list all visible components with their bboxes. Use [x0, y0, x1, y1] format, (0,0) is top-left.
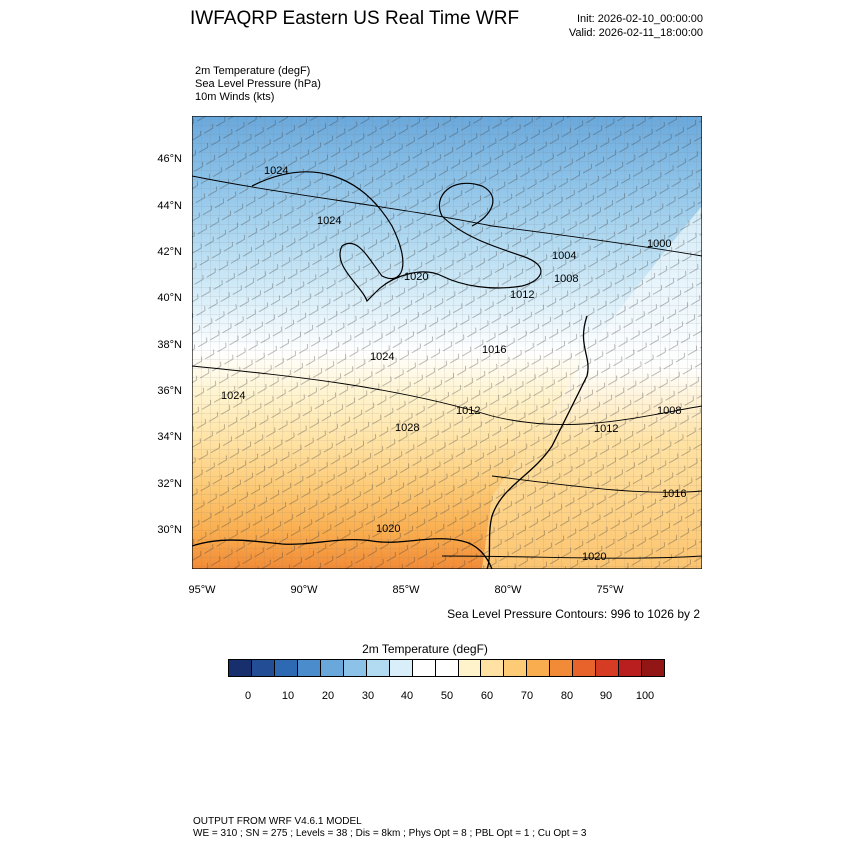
- isobar: [441, 555, 702, 559]
- colorbar-tick: 50: [440, 690, 454, 702]
- colorbar-box: [550, 660, 574, 676]
- colorbar-tick: 30: [361, 690, 375, 702]
- isobar-label: 1024: [370, 351, 394, 363]
- colorbar-tick: 20: [321, 690, 335, 702]
- valid-time: Valid: 2026-02-11_18:00:00: [568, 27, 703, 39]
- lat-label: 30°N: [157, 524, 182, 536]
- gulf-coastline: [192, 538, 493, 569]
- colorbar-tick: 80: [560, 690, 574, 702]
- east-coastline: [486, 315, 589, 569]
- colorbar-tick: 90: [599, 690, 613, 702]
- isobar-label: 1020: [404, 271, 428, 283]
- colorbar-box: [229, 660, 252, 676]
- lat-label: 46°N: [157, 153, 182, 165]
- isobar-label: 1020: [376, 523, 400, 535]
- slp-contour-note: Sea Level Pressure Contours: 996 to 1026…: [447, 607, 700, 621]
- lat-label: 40°N: [157, 292, 182, 304]
- wind-barbs: [192, 116, 702, 569]
- isobar-label: 1008: [554, 273, 578, 285]
- colorbar-tick: 40: [400, 690, 414, 702]
- isobar-label: 1024: [317, 215, 341, 227]
- lat-label: 42°N: [157, 246, 182, 258]
- isobar-label: 1024: [221, 390, 245, 402]
- colorbar-box: [642, 660, 665, 676]
- colorbar-box: [412, 660, 436, 676]
- isobar-label: 1024: [264, 165, 288, 177]
- isobar-label: 1020: [582, 551, 606, 563]
- isobar: [192, 175, 702, 257]
- lon-label: 75°W: [596, 584, 624, 596]
- temperature-map: 1024 1024 1020 1004 1000 1008 1012 1024 …: [192, 116, 702, 569]
- colorbar-box: [297, 660, 321, 676]
- colorbar-box: [596, 660, 620, 676]
- isobar-label: 1012: [594, 423, 618, 435]
- colorbar: [228, 659, 665, 677]
- lat-label: 38°N: [157, 339, 182, 351]
- colorbar-box: [366, 660, 390, 676]
- great-lakes-outline: [251, 171, 542, 303]
- isobar: [192, 365, 702, 425]
- colorbar-tick: 70: [520, 690, 534, 702]
- lat-label: 32°N: [157, 478, 182, 490]
- colorbar-tick: 0: [244, 690, 252, 702]
- colorbar-tick: 100: [635, 690, 655, 702]
- colorbar-box: [343, 660, 367, 676]
- lat-label: 34°N: [157, 431, 182, 443]
- lon-label: 80°W: [494, 584, 522, 596]
- lon-label: 85°W: [392, 584, 420, 596]
- lon-label: 95°W: [188, 584, 216, 596]
- isobar-label: 1016: [482, 344, 506, 356]
- colorbar-title: 2m Temperature (degF): [362, 642, 488, 656]
- isobar-label: 1008: [657, 405, 681, 417]
- lon-label: 90°W: [290, 584, 318, 596]
- colorbar-box: [274, 660, 298, 676]
- lat-label: 36°N: [157, 385, 182, 397]
- colorbar-box: [573, 660, 597, 676]
- colorbar-tick: 60: [480, 690, 494, 702]
- colorbar-box: [481, 660, 505, 676]
- map-panel: 1024 1024 1020 1004 1000 1008 1012 1024 …: [192, 116, 702, 569]
- isobar-label: 1028: [395, 422, 419, 434]
- isobar-label: 1012: [456, 405, 480, 417]
- lat-label: 44°N: [157, 200, 182, 212]
- colorbar-box: [389, 660, 413, 676]
- isobar: [491, 475, 702, 493]
- field-label-winds: 10m Winds (kts): [195, 91, 275, 103]
- footer-model: OUTPUT FROM WRF V4.6.1 MODEL: [193, 816, 362, 827]
- colorbar-box: [251, 660, 275, 676]
- plot-title: IWFAQRP Eastern US Real Time WRF: [190, 8, 520, 29]
- colorbar-box: [435, 660, 459, 676]
- colorbar-box: [320, 660, 344, 676]
- footer-config: WE = 310 ; SN = 275 ; Levels = 38 ; Dis …: [193, 828, 587, 839]
- init-time: Init: 2026-02-10_00:00:00: [577, 13, 703, 25]
- isobar-label: 1016: [662, 488, 686, 500]
- isobar-label: 1012: [510, 289, 534, 301]
- field-label-temperature: 2m Temperature (degF): [195, 65, 311, 77]
- colorbar-box: [527, 660, 551, 676]
- isobar-label: 1000: [647, 238, 671, 250]
- colorbar-box: [458, 660, 482, 676]
- isobar-label: 1004: [552, 250, 576, 262]
- colorbar-tick: 10: [281, 690, 295, 702]
- colorbar-box: [619, 660, 643, 676]
- colorbar-box: [504, 660, 528, 676]
- field-label-pressure: Sea Level Pressure (hPa): [195, 78, 321, 90]
